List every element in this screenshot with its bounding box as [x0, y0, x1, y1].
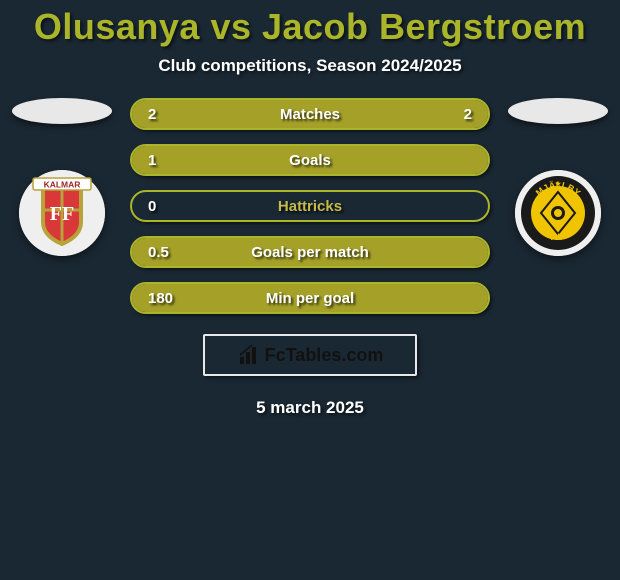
bar-chart-icon	[237, 343, 261, 367]
stat-value-left: 180	[132, 290, 202, 307]
stat-value-left: 1	[132, 152, 202, 169]
brand-box[interactable]: FcTables.com	[203, 334, 417, 376]
stat-bars: 2Matches2 1Goals 0Hattricks 0.5Goals per ma…	[130, 98, 490, 314]
stat-value-left: 2	[132, 106, 202, 123]
mjallby-crest-icon: ★ MJÄLLBY AIF	[515, 170, 601, 256]
stat-bar: 0.5Goals per match	[130, 236, 490, 268]
left-player-col: FF KALMAR	[6, 98, 118, 256]
right-player-col: ★ MJÄLLBY AIF	[502, 98, 614, 256]
left-badge-ribbon: KALMAR	[44, 180, 81, 190]
stat-label: Min per goal	[202, 290, 418, 307]
player-photo-placeholder-right	[508, 98, 608, 124]
kalmar-crest-icon: FF KALMAR	[19, 170, 105, 256]
brand-text: FcTables.com	[265, 345, 384, 366]
stat-label: Goals	[202, 152, 418, 169]
stat-bar: 180Min per goal	[130, 282, 490, 314]
page-title: Olusanya vs Jacob Bergstroem	[0, 4, 620, 56]
date-text: 5 march 2025	[0, 398, 620, 418]
stat-value-left: 0	[132, 198, 202, 215]
svg-text:AIF: AIF	[551, 232, 566, 242]
svg-text:FF: FF	[50, 203, 74, 225]
stat-label: Matches	[202, 106, 418, 123]
club-badge-left: FF KALMAR	[19, 170, 105, 256]
subtitle: Club competitions, Season 2024/2025	[0, 56, 620, 98]
stat-bar: 0Hattricks	[130, 190, 490, 222]
stat-value-right: 2	[418, 106, 488, 123]
stat-value-left: 0.5	[132, 244, 202, 261]
club-badge-right: ★ MJÄLLBY AIF	[515, 170, 601, 256]
stat-bar: 2Matches2	[130, 98, 490, 130]
stat-label: Hattricks	[202, 198, 418, 215]
comparison-row: FF KALMAR 2Matches21Goals0Hattricks0.5Go…	[0, 98, 620, 314]
stat-label: Goals per match	[202, 244, 418, 261]
stat-bar: 1Goals	[130, 144, 490, 176]
player-photo-placeholder-left	[12, 98, 112, 124]
